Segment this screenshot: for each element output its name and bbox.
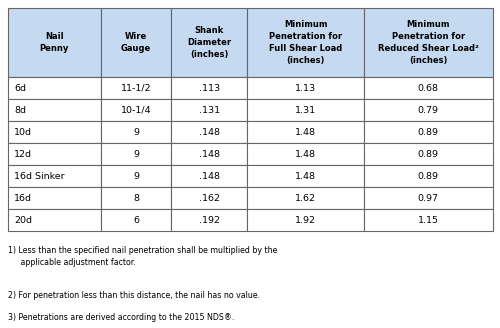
- Bar: [101, 99, 171, 121]
- Bar: [247, 165, 364, 187]
- Bar: [364, 77, 492, 99]
- Bar: [8, 77, 101, 99]
- Bar: [364, 121, 492, 143]
- Text: 1.62: 1.62: [295, 194, 316, 203]
- Text: .113: .113: [198, 84, 220, 92]
- Text: 9: 9: [133, 172, 139, 181]
- Text: 3) Penetrations are derived according to the 2015 NDS®.: 3) Penetrations are derived according to…: [8, 313, 235, 322]
- Bar: [101, 121, 171, 143]
- Bar: [171, 121, 247, 143]
- Text: 1.92: 1.92: [295, 216, 316, 225]
- Bar: [247, 8, 364, 77]
- Text: 1.31: 1.31: [295, 106, 316, 114]
- Text: 11-1/2: 11-1/2: [120, 84, 152, 92]
- Bar: [171, 209, 247, 231]
- Text: 1) Less than the specified nail penetration shall be multiplied by the
     appl: 1) Less than the specified nail penetrat…: [8, 246, 278, 267]
- Bar: [364, 143, 492, 165]
- Text: .148: .148: [198, 150, 220, 159]
- Text: 6d: 6d: [14, 84, 26, 92]
- Text: 16d: 16d: [14, 194, 32, 203]
- Bar: [171, 8, 247, 77]
- Bar: [247, 209, 364, 231]
- Text: 1.13: 1.13: [295, 84, 316, 92]
- Text: 0.89: 0.89: [418, 172, 438, 181]
- Text: Nail
Penny: Nail Penny: [40, 32, 69, 53]
- Bar: [8, 209, 101, 231]
- Bar: [247, 99, 364, 121]
- Text: .192: .192: [198, 216, 220, 225]
- Bar: [247, 121, 364, 143]
- Text: 0.68: 0.68: [418, 84, 438, 92]
- Bar: [101, 77, 171, 99]
- Bar: [364, 187, 492, 209]
- Bar: [101, 165, 171, 187]
- Bar: [8, 121, 101, 143]
- Bar: [171, 143, 247, 165]
- Bar: [101, 143, 171, 165]
- Bar: [101, 8, 171, 77]
- Bar: [8, 165, 101, 187]
- Text: 1.48: 1.48: [295, 150, 316, 159]
- Bar: [171, 77, 247, 99]
- Bar: [101, 209, 171, 231]
- Bar: [364, 165, 492, 187]
- Text: .131: .131: [198, 106, 220, 114]
- Text: Shank
Diameter
(inches): Shank Diameter (inches): [187, 26, 231, 59]
- Text: 20d: 20d: [14, 216, 32, 225]
- Bar: [101, 187, 171, 209]
- Text: 8: 8: [133, 194, 139, 203]
- Text: .148: .148: [198, 172, 220, 181]
- Text: 0.79: 0.79: [418, 106, 438, 114]
- Bar: [8, 187, 101, 209]
- Bar: [364, 8, 492, 77]
- Text: 9: 9: [133, 128, 139, 137]
- Text: 8d: 8d: [14, 106, 26, 114]
- Bar: [171, 187, 247, 209]
- Text: Minimum
Penetration for
Full Shear Load
(inches): Minimum Penetration for Full Shear Load …: [269, 20, 342, 65]
- Text: 10-1/4: 10-1/4: [120, 106, 152, 114]
- Bar: [247, 77, 364, 99]
- Text: 6: 6: [133, 216, 139, 225]
- Text: 1.48: 1.48: [295, 128, 316, 137]
- Text: 0.97: 0.97: [418, 194, 438, 203]
- Text: 10d: 10d: [14, 128, 32, 137]
- Text: .148: .148: [198, 128, 220, 137]
- Text: 2) For penetration less than this distance, the nail has no value.: 2) For penetration less than this distan…: [8, 291, 260, 299]
- Text: 1.48: 1.48: [295, 172, 316, 181]
- Bar: [8, 143, 101, 165]
- Bar: [364, 99, 492, 121]
- Bar: [8, 8, 101, 77]
- Bar: [171, 99, 247, 121]
- Text: 12d: 12d: [14, 150, 32, 159]
- Bar: [8, 99, 101, 121]
- Text: 0.89: 0.89: [418, 150, 438, 159]
- Bar: [171, 165, 247, 187]
- Text: Minimum
Penetration for
Reduced Shear Load²
(inches): Minimum Penetration for Reduced Shear Lo…: [378, 20, 478, 65]
- Bar: [247, 187, 364, 209]
- Text: 1.15: 1.15: [418, 216, 438, 225]
- Text: 16d Sinker: 16d Sinker: [14, 172, 64, 181]
- Text: Wire
Gauge: Wire Gauge: [121, 32, 151, 53]
- Bar: [364, 209, 492, 231]
- Text: .162: .162: [198, 194, 220, 203]
- Text: 9: 9: [133, 150, 139, 159]
- Bar: [247, 143, 364, 165]
- Text: 0.89: 0.89: [418, 128, 438, 137]
